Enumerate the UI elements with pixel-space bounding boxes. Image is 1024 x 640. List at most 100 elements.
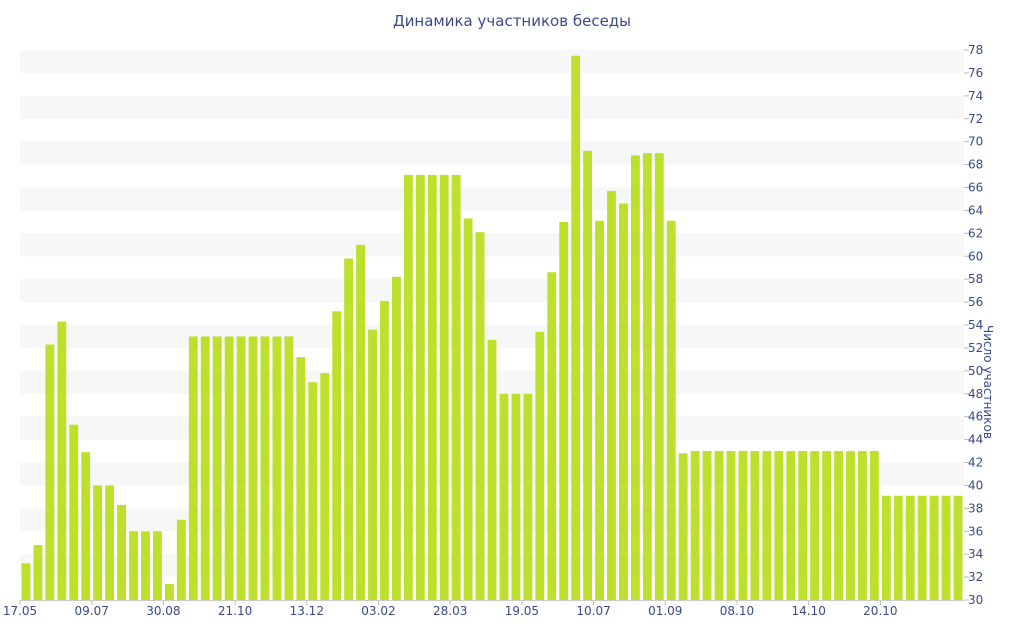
x-tick-label: 10.07 xyxy=(576,604,610,618)
bar xyxy=(296,357,306,600)
bar xyxy=(834,451,843,600)
bar xyxy=(583,150,593,601)
bar xyxy=(881,495,891,600)
bar xyxy=(523,393,533,600)
y-tick-label: 48 xyxy=(968,387,983,401)
bar xyxy=(368,329,377,600)
y-tick-label: 32 xyxy=(968,570,983,584)
bar xyxy=(284,336,294,600)
bar xyxy=(786,451,796,600)
x-tick-label: 01.09 xyxy=(648,604,682,618)
bar xyxy=(380,300,389,600)
y-tick-label: 36 xyxy=(968,524,983,538)
bar xyxy=(738,451,748,600)
bar xyxy=(702,451,712,600)
bar xyxy=(236,336,246,600)
grid-band xyxy=(20,187,964,211)
bar xyxy=(822,451,832,600)
bar xyxy=(164,583,174,600)
y-tick-label: 54 xyxy=(968,318,983,332)
x-tick-label: 08.10 xyxy=(720,604,754,618)
y-tick-label: 60 xyxy=(968,249,983,263)
bar xyxy=(666,220,676,600)
bar xyxy=(248,336,258,600)
bar xyxy=(535,331,545,600)
bar xyxy=(212,336,222,600)
bar xyxy=(941,495,951,600)
grid-band xyxy=(20,279,964,303)
bar xyxy=(272,336,282,600)
bar xyxy=(714,451,724,600)
bar xyxy=(391,276,401,600)
y-tick-label: 74 xyxy=(968,89,983,103)
bar xyxy=(869,451,879,600)
x-tick-label: 09.07 xyxy=(75,604,109,618)
y-tick-label: 58 xyxy=(968,272,983,286)
bar xyxy=(81,452,91,600)
bar xyxy=(475,232,485,600)
bar xyxy=(33,545,43,600)
bars xyxy=(21,55,963,601)
y-tick-label: 42 xyxy=(968,456,983,470)
y-tick-label: 62 xyxy=(968,226,983,240)
y-tick-label: 76 xyxy=(968,66,983,80)
grid-band xyxy=(20,141,964,165)
y-tick-label: 68 xyxy=(968,158,983,172)
y-tick-label: 34 xyxy=(968,547,983,561)
bar xyxy=(619,203,628,600)
y-tick-label: 70 xyxy=(968,135,983,149)
y-axis-label: Число участников xyxy=(981,325,995,439)
bar xyxy=(678,453,688,600)
x-tick-label: 17.05 xyxy=(3,604,37,618)
bar xyxy=(403,174,413,601)
bar xyxy=(607,190,616,600)
y-tick-label: 64 xyxy=(968,203,983,217)
bar xyxy=(893,495,903,600)
bar xyxy=(57,321,67,600)
bar xyxy=(141,531,150,600)
bar xyxy=(176,519,186,600)
bar xyxy=(439,174,449,601)
bar xyxy=(308,382,318,600)
bar xyxy=(511,393,521,600)
bar xyxy=(690,451,700,600)
y-tick-label: 44 xyxy=(968,433,983,447)
bar xyxy=(571,55,581,600)
chart-title: Динамика участников беседы xyxy=(392,12,632,30)
bar xyxy=(905,495,915,600)
bar xyxy=(332,311,342,600)
x-axis-ticks: 17.05 09.07 30.08 21.10 13.12 03.02 28.03 19.05… xyxy=(3,600,898,618)
y-tick-label: 66 xyxy=(968,181,983,195)
bar xyxy=(356,244,365,600)
bar xyxy=(953,495,963,600)
x-tick-label: 13.12 xyxy=(290,604,324,618)
bar xyxy=(320,373,330,600)
bar xyxy=(45,344,55,600)
grid-band xyxy=(20,50,964,73)
bar xyxy=(642,153,652,600)
x-tick-label: 20.10 xyxy=(863,604,897,618)
y-tick-label: 50 xyxy=(968,364,983,378)
bar xyxy=(451,174,461,601)
bar xyxy=(415,174,425,601)
bar xyxy=(21,563,31,600)
bar xyxy=(188,336,198,600)
bar xyxy=(427,174,437,601)
bar xyxy=(152,531,162,600)
y-tick-label: 52 xyxy=(968,341,983,355)
bar xyxy=(654,153,664,600)
x-tick-label: 19.05 xyxy=(505,604,539,618)
bar xyxy=(499,393,509,600)
y-tick-label: 30 xyxy=(968,593,983,607)
bar xyxy=(224,336,234,600)
x-tick-label: 03.02 xyxy=(361,604,395,618)
bar xyxy=(129,531,138,600)
y-axis-ticks: 30 32 34 36 38 40 42 44 46 48 50 52 54 56 58 60 62 64 66 68… xyxy=(964,43,983,607)
bar xyxy=(344,258,354,600)
y-tick-label: 78 xyxy=(968,43,983,57)
x-tick-label: 28.03 xyxy=(433,604,467,618)
bar xyxy=(559,221,569,600)
bar xyxy=(487,339,497,600)
bar xyxy=(93,485,103,600)
y-tick-label: 40 xyxy=(968,478,983,492)
